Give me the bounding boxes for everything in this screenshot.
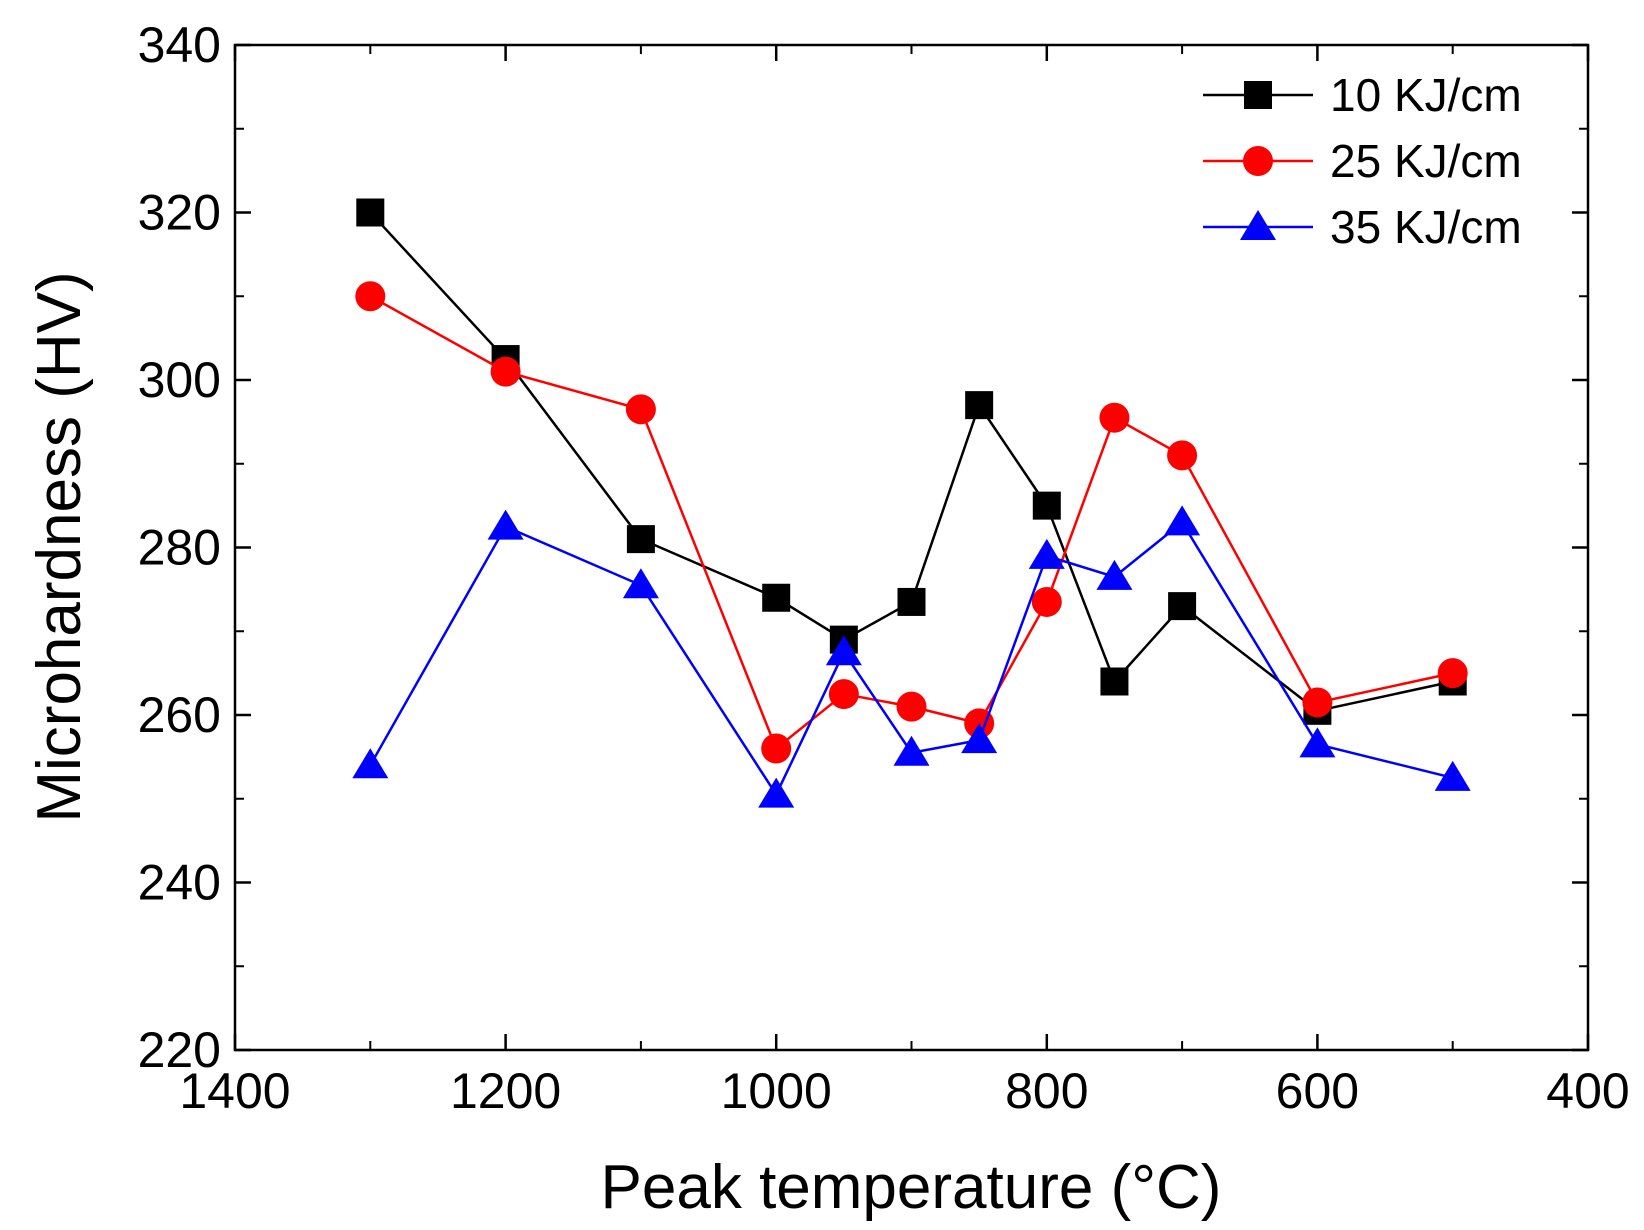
data-point	[622, 568, 659, 599]
y-tick-label: 280	[138, 520, 221, 576]
series-layer	[352, 198, 1471, 808]
legend: 10 KJ/cm 25 KJ/cm 35 KJ/cm	[1203, 69, 1522, 253]
data-point	[356, 198, 385, 227]
data-point	[490, 356, 521, 387]
y-axis-title: Microhardness (HV)	[25, 271, 94, 822]
data-point	[961, 723, 998, 754]
data-point	[761, 733, 792, 764]
y-tick-label: 340	[138, 17, 221, 73]
y-tick-label: 300	[138, 352, 221, 408]
data-point	[1031, 586, 1062, 617]
x-tick-label: 800	[1005, 1063, 1088, 1119]
legend-marker	[1240, 210, 1276, 240]
x-tick-label: 400	[1546, 1063, 1629, 1119]
series-1	[355, 281, 1468, 764]
data-point	[825, 635, 862, 666]
y-tick-label: 260	[138, 687, 221, 743]
legend-label: 25 KJ/cm	[1330, 135, 1522, 187]
y-tick-label: 220	[138, 1022, 221, 1078]
data-point	[352, 748, 389, 779]
data-point	[1299, 727, 1336, 758]
series-0	[356, 198, 1467, 725]
series-line	[369, 211, 1453, 713]
series-2	[352, 505, 1471, 808]
data-point	[1032, 491, 1061, 520]
data-point	[828, 679, 859, 710]
axis-tick-labels: 1400 1200 1000 800 600 400 220 240 260 280 300 320 3…	[138, 17, 1630, 1119]
x-tick-label: 1200	[450, 1063, 561, 1119]
series-line	[369, 520, 1454, 798]
data-point	[1096, 559, 1133, 590]
data-point	[1434, 760, 1471, 791]
x-tick-label: 1400	[179, 1063, 290, 1119]
data-point	[487, 509, 524, 540]
data-point	[897, 587, 926, 616]
data-point	[625, 394, 656, 425]
data-point	[1168, 592, 1197, 621]
axis-ticks	[233, 43, 1590, 1052]
data-point	[1100, 667, 1129, 696]
series-line	[369, 295, 1453, 751]
y-tick-label: 240	[138, 855, 221, 911]
data-point	[1099, 402, 1130, 433]
legend-marker	[1244, 81, 1272, 109]
legend-label: 35 KJ/cm	[1330, 201, 1522, 253]
data-point	[626, 525, 655, 554]
data-point	[893, 735, 930, 766]
data-point	[1164, 505, 1201, 536]
x-tick-label: 600	[1276, 1063, 1359, 1119]
data-point	[355, 281, 386, 312]
data-point	[1167, 440, 1198, 471]
legend-marker	[1243, 146, 1273, 176]
legend-label: 10 KJ/cm	[1330, 69, 1522, 121]
x-tick-label: 1000	[721, 1063, 832, 1119]
data-point	[965, 391, 994, 420]
data-point	[1028, 538, 1065, 569]
data-point	[762, 583, 791, 612]
data-point	[896, 691, 927, 722]
data-point	[1437, 658, 1468, 689]
data-point	[1302, 687, 1333, 718]
x-axis-title: Peak temperature (°C)	[601, 1153, 1222, 1222]
y-tick-label: 320	[138, 185, 221, 241]
plot-frame	[233, 43, 1590, 1052]
data-point	[758, 777, 795, 808]
